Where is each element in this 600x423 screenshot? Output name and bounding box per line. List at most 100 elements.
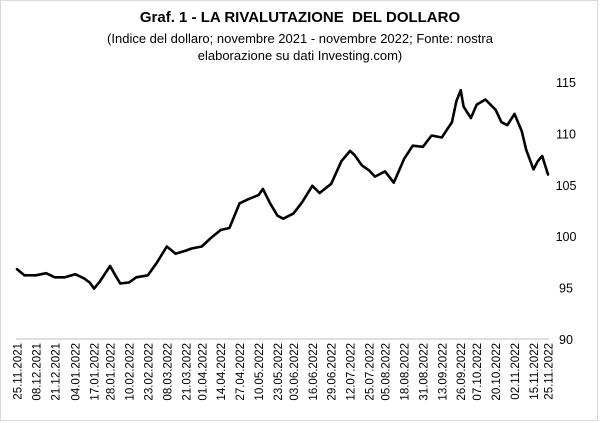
data-point (201, 245, 203, 248)
data-point (422, 146, 424, 148)
data-point (23, 274, 26, 277)
x-tick-label: 04.01.2022 (71, 343, 83, 401)
x-tick-label: 08.12.2021 (31, 343, 43, 401)
data-point (470, 117, 472, 119)
x-tick-label: 16.06.2022 (308, 343, 320, 401)
y-tick-label: 110 (556, 127, 576, 141)
x-tick-label: 21.12.2021 (50, 343, 62, 401)
data-point (451, 121, 453, 123)
data-point (209, 237, 212, 240)
data-point (340, 160, 343, 162)
data-point (374, 175, 376, 178)
data-point (166, 245, 168, 248)
data-point (128, 281, 130, 284)
x-tick-label: 25.11.2022 (544, 343, 556, 400)
data-point (384, 170, 386, 173)
data-point (475, 103, 478, 106)
data-point (292, 212, 295, 215)
data-point (282, 217, 285, 220)
data-point (301, 201, 303, 204)
data-point (318, 192, 321, 194)
x-tick-label: 12.07.2022 (346, 343, 358, 401)
data-point (257, 194, 260, 196)
data-point (513, 113, 516, 115)
x-tick-label: 21.03.2022 (181, 343, 193, 401)
subtitle-line-1: (Indice del dollaro; novembre 2021 - nov… (107, 31, 493, 46)
data-point (455, 100, 458, 103)
x-tick-label: 07.10.2022 (472, 343, 484, 401)
data-point (441, 136, 443, 139)
data-point (353, 154, 356, 156)
data-point (276, 214, 279, 217)
data-point (541, 155, 543, 157)
data-point (269, 202, 271, 205)
data-point (83, 277, 85, 280)
data-point (411, 144, 414, 147)
data-point (155, 262, 158, 264)
data-point (109, 265, 111, 267)
x-tick-label: 26.09.2022 (456, 343, 468, 401)
data-point (219, 229, 222, 231)
data-point (54, 276, 56, 279)
x-tick-label: 25.07.2022 (365, 343, 377, 401)
x-tick-label: 31.08.2022 (418, 343, 430, 401)
data-point (147, 274, 149, 277)
data-point (99, 280, 101, 283)
x-tick-label: 05.08.2022 (381, 343, 393, 401)
chart-subtitle: (Indice del dollaro; novembre 2021 - nov… (0, 30, 600, 64)
x-tick-label: 25.11.2021 (13, 343, 25, 400)
y-tick-label: 95 (559, 282, 573, 296)
x-tick-label: 23.02.2022 (143, 343, 155, 401)
data-point (35, 274, 37, 277)
series-line (15, 88, 550, 290)
data-point (521, 130, 523, 133)
data-point (349, 150, 351, 152)
data-point (74, 273, 76, 276)
data-point (462, 105, 465, 108)
data-point (361, 164, 363, 167)
data-point (459, 89, 462, 91)
data-point (500, 121, 503, 123)
x-tick-label: 15.11.2022 (529, 343, 541, 400)
x-tick-label: 23.05.2022 (273, 343, 285, 401)
data-point (494, 109, 497, 111)
data-point (174, 252, 177, 255)
x-tick-label: 01.04.2022 (197, 343, 209, 401)
data-point (64, 276, 66, 279)
data-point (532, 168, 535, 171)
data-point (537, 160, 539, 162)
data-point (368, 169, 370, 172)
data-point (135, 276, 138, 279)
data-point (311, 185, 314, 187)
data-point (45, 272, 47, 275)
data-point (393, 181, 395, 184)
data-point (190, 247, 193, 250)
data-point (484, 98, 487, 101)
x-tick-label: 10.05.2022 (254, 343, 266, 401)
x-tick-label: 08.03.2022 (162, 343, 174, 401)
data-point (238, 202, 241, 205)
y-tick-label: 105 (556, 179, 577, 193)
x-tick-label: 02.11.2022 (510, 343, 522, 400)
x-tick-label: 18.08.2022 (400, 343, 412, 401)
x-tick-label: 20.10.2022 (491, 343, 503, 401)
y-tick-label: 115 (556, 76, 576, 90)
data-point (185, 249, 187, 252)
x-tick-label: 17.01.2022 (90, 343, 102, 401)
data-point (115, 275, 117, 278)
x-tick-label: 14.04.2022 (216, 343, 228, 401)
data-point (247, 198, 250, 200)
data-point (330, 183, 333, 185)
chart-title: Graf. 1 - LA RIVALUTAZIONE DEL DOLLARO (139, 9, 461, 26)
x-tick-label: 10.02.2022 (125, 343, 137, 401)
subtitle-line-2: elaborazione su dati Investing.com) (197, 48, 403, 63)
x-tick-label: 28.01.2022 (106, 343, 118, 401)
data-point (93, 287, 95, 290)
data-point (88, 281, 91, 284)
data-point (506, 124, 509, 126)
data-point (403, 158, 405, 160)
data-point (547, 173, 549, 176)
data-point (525, 149, 527, 151)
data-point (430, 134, 433, 137)
